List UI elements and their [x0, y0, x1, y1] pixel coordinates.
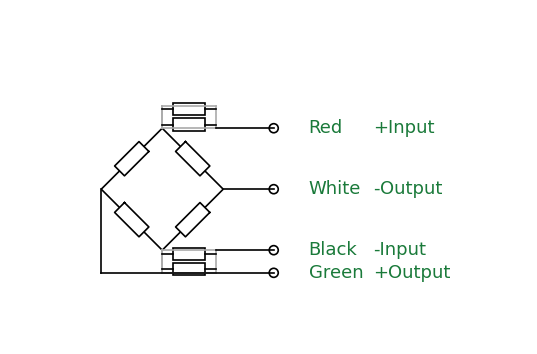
Text: +Input: +Input [373, 119, 434, 137]
Text: -Output: -Output [373, 180, 442, 198]
Text: Red: Red [309, 119, 343, 137]
Text: Black: Black [309, 241, 357, 259]
Text: White: White [309, 180, 361, 198]
Text: -Input: -Input [373, 241, 426, 259]
Text: +Output: +Output [373, 264, 451, 282]
Text: Green: Green [309, 264, 363, 282]
